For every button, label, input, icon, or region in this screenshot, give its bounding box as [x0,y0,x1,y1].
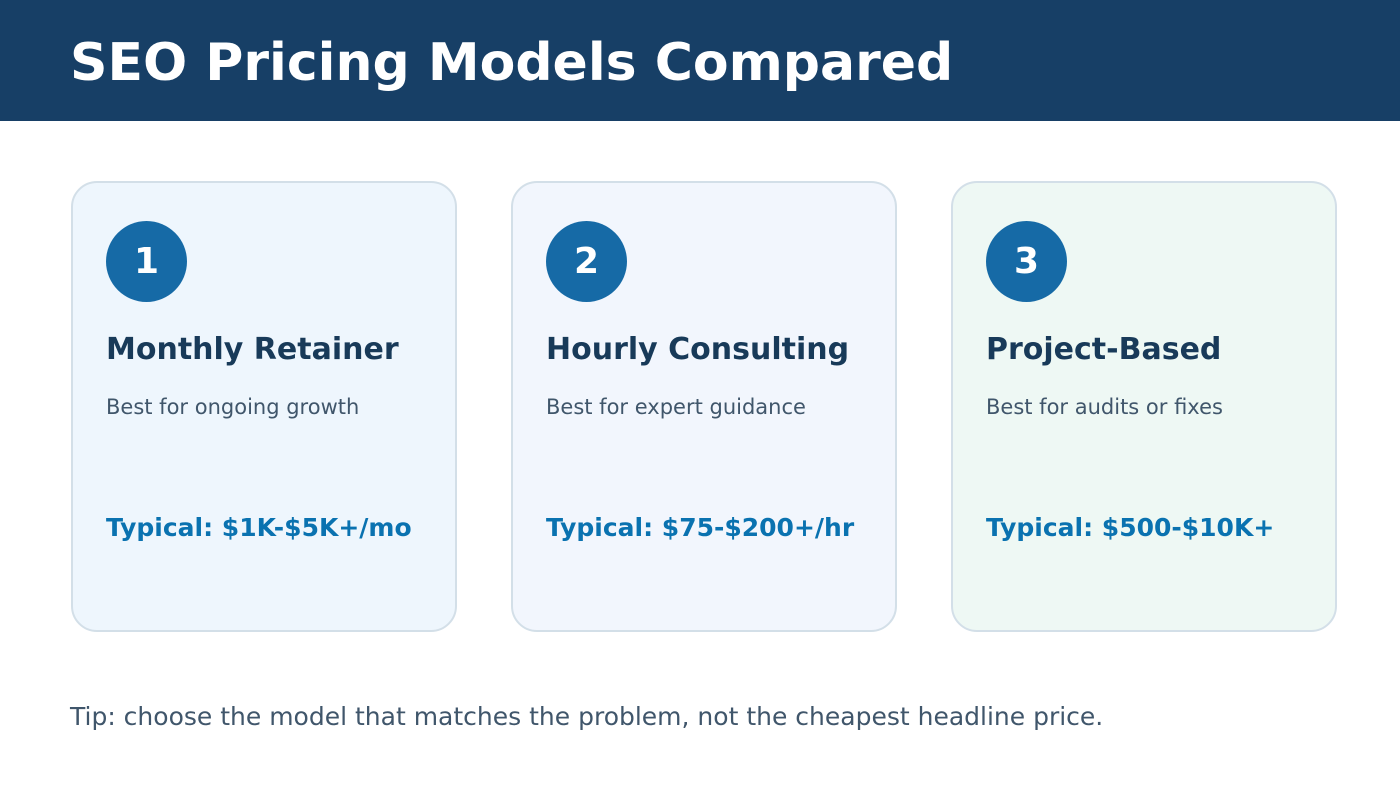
footer-tip: Tip: choose the model that matches the p… [70,702,1104,731]
card-price: Typical: $500-$10K+ [986,513,1275,542]
pricing-card-project-based: 3 Project-Based Best for audits or fixes… [951,181,1337,632]
card-number-badge: 1 [106,221,187,302]
card-title: Hourly Consulting [546,332,850,367]
card-price: Typical: $75-$200+/hr [546,513,855,542]
card-title: Monthly Retainer [106,332,399,367]
card-description: Best for expert guidance [546,395,806,419]
pricing-card-hourly-consulting: 2 Hourly Consulting Best for expert guid… [511,181,897,632]
card-price: Typical: $1K-$5K+/mo [106,513,412,542]
page-title: SEO Pricing Models Compared [70,33,954,93]
card-number-badge: 2 [546,221,627,302]
header-bar: SEO Pricing Models Compared [0,0,1400,121]
pricing-card-monthly-retainer: 1 Monthly Retainer Best for ongoing grow… [71,181,457,632]
card-title: Project-Based [986,332,1222,367]
card-number-badge: 3 [986,221,1067,302]
card-description: Best for audits or fixes [986,395,1223,419]
card-description: Best for ongoing growth [106,395,360,419]
